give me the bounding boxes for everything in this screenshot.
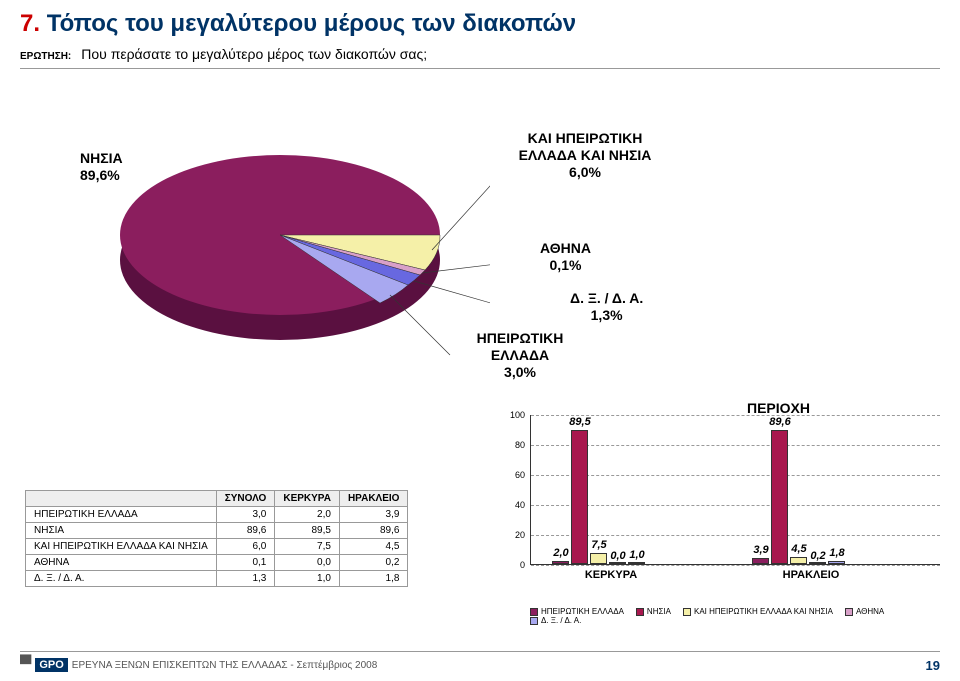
legend-item: ΗΠΕΙΡΩΤΙΚΗ ΕΛΛΑΔΑ (530, 607, 624, 616)
legend-label: ΑΘΗΝΑ (856, 607, 884, 616)
legend-swatch (845, 608, 853, 616)
pie-label-athina: ΑΘΗΝΑ 0,1% (540, 240, 591, 274)
gridline (531, 415, 940, 416)
table-cell: 6,0 (216, 539, 275, 555)
bar (609, 562, 626, 564)
x-category-label: ΗΡΑΚΛΕΙΟ (761, 569, 861, 581)
bar (809, 562, 826, 564)
logo-text: GPO (35, 658, 67, 672)
bar (771, 430, 788, 564)
table-cell: ΚΑΙ ΗΠΕΙΡΩΤΙΚΗ ΕΛΛΑΔΑ ΚΑΙ ΝΗΣΙΑ (26, 539, 217, 555)
table-row: ΝΗΣΙΑ89,689,589,6 (26, 523, 408, 539)
y-tick-label: 60 (515, 470, 525, 480)
table-header (26, 491, 217, 507)
question-row: ΕΡΩΤΗΣΗ: Που περάσατε το μεγαλύτερο μέρο… (20, 46, 940, 62)
bar (790, 557, 807, 564)
title-text: Τόπος του μεγαλύτερου μέρους των διακοπώ… (47, 10, 576, 37)
x-category-label: ΚΕΡΚΥΡΑ (561, 569, 661, 581)
bar-group (551, 430, 646, 564)
table-cell: 4,5 (339, 539, 408, 555)
legend-swatch (530, 608, 538, 616)
question-label: ΕΡΩΤΗΣΗ: (20, 51, 71, 62)
bar-chart: 0204060801002,089,57,50,01,0ΚΕΡΚΥΡΑ3,989… (500, 415, 940, 620)
legend-label: Δ. Ξ. / Δ. Α. (541, 616, 581, 625)
table-header: ΣΥΝΟΛΟ (216, 491, 275, 507)
y-tick-label: 100 (510, 410, 525, 420)
y-tick-label: 20 (515, 530, 525, 540)
bar (590, 553, 607, 564)
table-cell: 2,0 (275, 507, 340, 523)
header-divider (20, 68, 940, 69)
page-title: 7. Τόπος του μεγαλύτερου μέρους των διακ… (20, 10, 940, 38)
table-cell: 1,8 (339, 571, 408, 587)
bar-legend: ΗΠΕΙΡΩΤΙΚΗ ΕΛΛΑΔΑ ΝΗΣΙΑ ΚΑΙ ΗΠΕΙΡΩΤΙΚΗ ΕΛΛ… (530, 607, 940, 625)
pie-chart (70, 115, 490, 375)
table-cell: ΝΗΣΙΑ (26, 523, 217, 539)
table-cell: 3,9 (339, 507, 408, 523)
table-row: ΑΘΗΝΑ0,10,00,2 (26, 555, 408, 571)
y-tick-label: 80 (515, 440, 525, 450)
header: 7. Τόπος του μεγαλύτερου μέρους των διακ… (0, 0, 960, 62)
bar (571, 430, 588, 564)
legend-label: ΗΠΕΙΡΩΤΙΚΗ ΕΛΛΑΔΑ (541, 607, 624, 616)
table: ΣΥΝΟΛΟΚΕΡΚΥΡΑΗΡΑΚΛΕΙΟ ΗΠΕΙΡΩΤΙΚΗ ΕΛΛΑΔΑ3… (25, 490, 408, 587)
legend-swatch (636, 608, 644, 616)
table-cell: ΑΘΗΝΑ (26, 555, 217, 571)
table-cell: 0,0 (275, 555, 340, 571)
legend-item: ΑΘΗΝΑ (845, 607, 884, 616)
legend-label: ΚΑΙ ΗΠΕΙΡΩΤΙΚΗ ΕΛΛΑΔΑ ΚΑΙ ΝΗΣΙΑ (694, 607, 833, 616)
y-tick-label: 40 (515, 500, 525, 510)
pie-label-kai-ip: ΚΑΙ ΗΠΕΙΡΩΤΙΚΗ ΕΛΛΑΔΑ ΚΑΙ ΝΗΣΙΑ 6,0% (515, 130, 655, 180)
bar (752, 558, 769, 564)
table-header: ΚΕΡΚΥΡΑ (275, 491, 340, 507)
bar-value-label: 89,5 (569, 416, 590, 428)
legend-swatch (683, 608, 691, 616)
table-cell: 0,2 (339, 555, 408, 571)
table-row: Δ. Ξ. / Δ. Α.1,31,01,8 (26, 571, 408, 587)
footer: ▀ GPO ΕΡΕΥΝΑ ΞΕΝΩΝ ΕΠΙΣΚΕΠΤΩΝ ΤΗΣ ΕΛΛΑΔΑ… (0, 657, 960, 673)
bar (828, 561, 845, 564)
title-number: 7. (20, 10, 40, 37)
table-cell: 89,6 (216, 523, 275, 539)
footer-divider (20, 651, 940, 652)
bar-group (751, 430, 846, 564)
legend-label: ΝΗΣΙΑ (647, 607, 671, 616)
table-cell: 1,0 (275, 571, 340, 587)
logo: ▀ GPO ΕΡΕΥΝΑ ΞΕΝΩΝ ΕΠΙΣΚΕΠΤΩΝ ΤΗΣ ΕΛΛΑΔΑ… (20, 657, 377, 673)
bar-value-label: 89,6 (769, 416, 790, 428)
pie-svg (70, 115, 490, 375)
legend-item: ΚΑΙ ΗΠΕΙΡΩΤΙΚΗ ΕΛΛΑΔΑ ΚΑΙ ΝΗΣΙΑ (683, 607, 833, 616)
bar-plot: 0204060801002,089,57,50,01,0ΚΕΡΚΥΡΑ3,989… (530, 415, 940, 565)
table-row: ΗΠΕΙΡΩΤΙΚΗ ΕΛΛΑΔΑ3,02,03,9 (26, 507, 408, 523)
gridline (531, 565, 940, 566)
table-header: ΗΡΑΚΛΕΙΟ (339, 491, 408, 507)
table-cell: 89,5 (275, 523, 340, 539)
bar (628, 562, 645, 564)
footer-text: ΕΡΕΥΝΑ ΞΕΝΩΝ ΕΠΙΣΚΕΠΤΩΝ ΤΗΣ ΕΛΛΑΔΑΣ - Σε… (72, 660, 377, 671)
legend-item: ΝΗΣΙΑ (636, 607, 671, 616)
legend-item: Δ. Ξ. / Δ. Α. (530, 616, 581, 625)
table-cell: 7,5 (275, 539, 340, 555)
flag-icon: ▀ (20, 657, 31, 673)
data-table: ΣΥΝΟΛΟΚΕΡΚΥΡΑΗΡΑΚΛΕΙΟ ΗΠΕΙΡΩΤΙΚΗ ΕΛΛΑΔΑ3… (25, 490, 408, 587)
table-cell: 89,6 (339, 523, 408, 539)
bar (552, 561, 569, 564)
pie-label-nisia: ΝΗΣΙΑ 89,6% (80, 150, 123, 184)
table-cell: ΗΠΕΙΡΩΤΙΚΗ ΕΛΛΑΔΑ (26, 507, 217, 523)
table-cell: Δ. Ξ. / Δ. Α. (26, 571, 217, 587)
pie-label-dxda: Δ. Ξ. / Δ. Α. 1,3% (570, 290, 643, 324)
table-cell: 3,0 (216, 507, 275, 523)
legend-swatch (530, 617, 538, 625)
y-tick-label: 0 (520, 560, 525, 570)
pie-label-ipirotiki: ΗΠΕΙΡΩΤΙΚΗ ΕΛΛΑΔΑ 3,0% (465, 330, 575, 380)
table-cell: 0,1 (216, 555, 275, 571)
page-number: 19 (926, 658, 940, 673)
bar-chart-title: ΠΕΡΙΟΧΗ (747, 400, 810, 416)
table-row: ΚΑΙ ΗΠΕΙΡΩΤΙΚΗ ΕΛΛΑΔΑ ΚΑΙ ΝΗΣΙΑ6,07,54,5 (26, 539, 408, 555)
question-text: Που περάσατε το μεγαλύτερο μέρος των δια… (81, 46, 427, 62)
table-cell: 1,3 (216, 571, 275, 587)
